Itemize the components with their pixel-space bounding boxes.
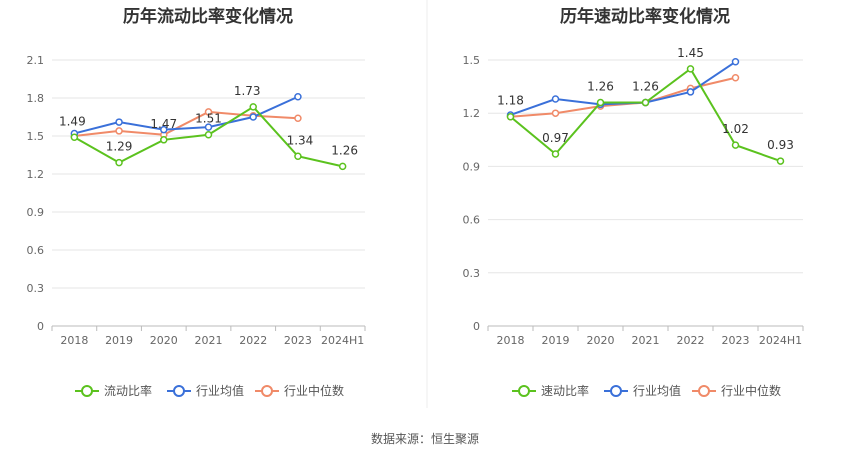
y-tick-label: 0 bbox=[473, 320, 480, 333]
series-point bbox=[776, 157, 785, 165]
data-label: 0.97 bbox=[542, 131, 569, 145]
legend-label: 流动比率 bbox=[104, 383, 152, 398]
data-label: 1.26 bbox=[632, 80, 659, 94]
series-point bbox=[338, 162, 347, 171]
data-label: 1.51 bbox=[195, 112, 222, 126]
legend-marker bbox=[81, 385, 93, 397]
data-label: 1.18 bbox=[497, 94, 524, 108]
x-tick-label: 2021 bbox=[195, 334, 223, 347]
x-tick-label: 2023 bbox=[722, 334, 750, 347]
legend-item-2[interactable]: 行业均值 bbox=[604, 383, 681, 398]
chart-panel-2: 历年速动比率变化情况 0 0.3 0.6 0.9 1.2 1.5 2018 2019 2020 20… bbox=[463, 6, 804, 398]
chart-panel-1: 历年流动比率变化情况 0 0.3 0.6 0.9 1.2 1.5 1.8 2.1 2018 2019… bbox=[27, 6, 366, 398]
y-tick-label: 2.1 bbox=[27, 54, 45, 67]
y-tick-label: 0.6 bbox=[463, 214, 481, 227]
series-point bbox=[115, 127, 123, 135]
data-label: 1.02 bbox=[722, 122, 749, 136]
data-label: 1.26 bbox=[331, 143, 358, 157]
series-point bbox=[294, 152, 302, 161]
y-tick-label: 0.9 bbox=[27, 206, 45, 219]
series-point bbox=[70, 133, 79, 142]
series-point bbox=[731, 73, 740, 82]
data-label: 1.29 bbox=[106, 140, 133, 154]
series-point bbox=[686, 65, 695, 73]
y-tick-label: 0.3 bbox=[463, 267, 481, 280]
series-point bbox=[204, 123, 213, 131]
series-point bbox=[160, 125, 168, 134]
x-tick-label: 2018 bbox=[497, 334, 525, 347]
y-tick-label: 0 bbox=[37, 320, 44, 333]
legend-marker bbox=[173, 385, 185, 397]
series-point bbox=[249, 113, 257, 121]
series-point bbox=[686, 88, 695, 96]
data-label: 1.47 bbox=[150, 117, 177, 131]
x-tick-label: 2022 bbox=[239, 334, 267, 347]
y-tick-label: 1.2 bbox=[463, 107, 481, 120]
source-label: 数据来源：恒生聚源 bbox=[370, 432, 479, 446]
series-point bbox=[731, 141, 740, 149]
legend-marker bbox=[698, 385, 710, 397]
series-point bbox=[596, 98, 605, 107]
x-tick-label: 2023 bbox=[284, 334, 312, 347]
y-tick-label: 0.9 bbox=[463, 160, 481, 173]
data-label: 1.45 bbox=[677, 46, 704, 60]
y-tick-label: 1.5 bbox=[463, 54, 481, 67]
series-line-2 bbox=[74, 95, 299, 135]
series-point bbox=[249, 103, 257, 111]
series-point bbox=[294, 92, 302, 101]
data-label: 1.26 bbox=[587, 80, 614, 94]
legend-item-1[interactable]: 速动比率 bbox=[512, 383, 589, 398]
y-tick-label: 0.6 bbox=[27, 244, 45, 257]
x-tick-label: 2020 bbox=[587, 334, 615, 347]
series-point bbox=[551, 150, 560, 158]
series-point bbox=[115, 118, 123, 126]
series-point bbox=[551, 95, 560, 103]
series-point bbox=[160, 136, 168, 144]
y-tick-label: 1.8 bbox=[27, 92, 45, 105]
legend-label: 行业中位数 bbox=[721, 383, 781, 398]
y-tick-label: 1.5 bbox=[27, 130, 45, 143]
legend-item-1[interactable]: 流动比率 bbox=[75, 383, 152, 398]
legend-item-3[interactable]: 行业中位数 bbox=[692, 383, 781, 398]
data-label: 1.73 bbox=[234, 84, 261, 98]
x-tick-label: 2021 bbox=[632, 334, 660, 347]
data-label: 1.49 bbox=[59, 114, 86, 128]
legend-item-2[interactable]: 行业均值 bbox=[167, 383, 244, 398]
chart-title: 历年流动比率变化情况 bbox=[123, 6, 293, 27]
x-tick-label: 2020 bbox=[150, 334, 178, 347]
legend-label: 行业中位数 bbox=[284, 383, 344, 398]
series-point bbox=[115, 158, 123, 167]
legend-label: 速动比率 bbox=[541, 383, 589, 398]
legend-marker bbox=[610, 385, 622, 397]
y-tick-label: 1.2 bbox=[27, 168, 45, 181]
series-point bbox=[551, 109, 560, 117]
series-point bbox=[294, 114, 302, 123]
series-point bbox=[204, 108, 213, 116]
legend-label: 行业均值 bbox=[633, 383, 681, 398]
legend-item-3[interactable]: 行业中位数 bbox=[255, 383, 344, 398]
x-tick-label: 2024H1 bbox=[759, 334, 802, 347]
x-tick-label: 2024H1 bbox=[321, 334, 364, 347]
data-label: 0.93 bbox=[767, 138, 794, 152]
data-label: 1.34 bbox=[287, 133, 314, 147]
x-tick-label: 2019 bbox=[542, 334, 570, 347]
legend-marker bbox=[518, 385, 530, 397]
legend-label: 行业均值 bbox=[196, 383, 244, 398]
series-point bbox=[204, 130, 213, 139]
chart-title: 历年速动比率变化情况 bbox=[560, 6, 730, 27]
y-tick-label: 0.3 bbox=[27, 282, 45, 295]
legend-marker bbox=[261, 385, 273, 397]
x-tick-label: 2022 bbox=[677, 334, 705, 347]
series-point bbox=[641, 98, 650, 107]
x-tick-label: 2019 bbox=[105, 334, 133, 347]
series-point bbox=[506, 112, 515, 121]
x-tick-label: 2018 bbox=[60, 334, 88, 347]
series-point bbox=[731, 58, 740, 66]
